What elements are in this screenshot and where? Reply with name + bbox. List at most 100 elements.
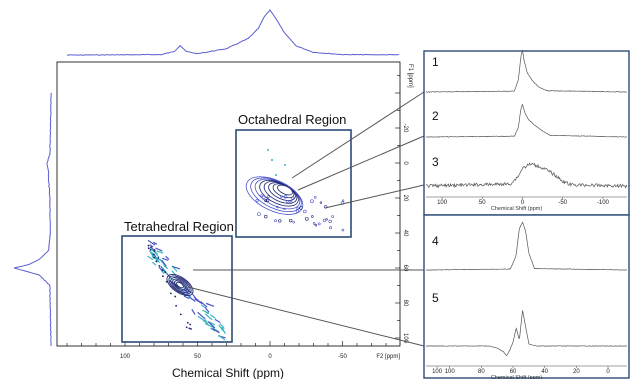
contour-point [157,257,160,259]
contour-point [274,219,277,223]
contour-line [176,281,184,289]
contour-point [164,271,167,274]
panel-number: 4 [432,234,439,248]
contour-point [289,200,293,204]
panel-tick-label: 0 [521,200,525,206]
panel-axis-title: Chemical Shift (ppm) [491,375,543,379]
contour-point [169,292,172,295]
contour-point [291,196,295,200]
contour-point [295,209,300,213]
contour-stroke [161,259,167,267]
f2-tick-label: 0 [268,354,272,360]
contour-point [271,159,273,161]
contour-line [174,280,186,290]
contour-stroke [153,241,158,245]
contour-point [295,206,299,210]
f1-tick-label: -20 [402,124,408,133]
contour-point [275,174,277,176]
contour-stroke [205,302,215,307]
contour-line [168,275,192,295]
contour-point [152,253,155,256]
tetrahedral-region-label: Tetrahedral Region [124,219,234,234]
f1-tick-label: 20 [402,195,408,202]
panel-tick-label: 100 [432,369,443,375]
contour-point [312,222,316,225]
panel-tick-label: -100 [597,200,610,206]
contour-point [292,221,295,224]
f1-tick-label: 0 [402,161,408,165]
contour-point [189,323,192,326]
contour-stroke [197,311,206,320]
contour-stroke [149,250,154,258]
f1-axis: -20 0 20 40 60 80 100 [395,75,408,344]
contour-point [153,250,156,253]
f2-tick-label: 50 [194,354,201,360]
contour-point [150,246,152,249]
f1-tick-label: 60 [402,265,408,272]
panel-tick-label: -50 [558,200,567,206]
contour-point [153,249,156,251]
contour-point [266,198,270,203]
f1-tick-label: 80 [402,300,408,307]
contour-stroke [147,255,154,261]
contour-stroke [214,318,221,324]
contour-stroke [211,327,220,334]
f2-tick-label: 100 [120,354,131,360]
contour-stroke [197,315,206,322]
f1-unit-label: F1 [ppm] [407,64,413,88]
panel-tick-label: 0 [606,369,610,375]
contour-stroke [162,267,169,275]
contour-point [261,195,266,200]
spectrum-trace-1 [425,49,627,93]
octahedral-region-label: Octahedral Region [238,112,346,127]
contour-stroke [204,306,210,313]
contour-point [260,194,263,197]
contour-point [284,164,286,166]
panel-number: 2 [432,109,439,123]
contour-point [283,207,286,211]
f2-tick-label: -50 [338,354,347,360]
contour-point [319,201,323,204]
panel-tick-label: 50 [479,200,486,206]
contour-point [255,199,259,203]
contour-stroke [218,324,225,332]
contour-point [341,228,345,232]
contour-point [147,244,150,247]
leader-line [297,135,425,191]
contour-stroke [194,298,203,305]
octahedral-spectra-panel [423,50,630,216]
contour-point [149,248,152,251]
octahedral-spectra-frame [423,50,630,216]
contour-stroke [191,309,196,315]
panel-tick-label: 100 [437,200,448,206]
contour-point [283,195,288,199]
contour-point [153,256,155,259]
contour-stroke [155,247,163,252]
leader-line [291,91,425,179]
contour-point [311,215,314,218]
contour-stroke [156,250,164,254]
contour-point [190,328,192,330]
contour-point [264,214,268,219]
contour-stroke [172,265,181,270]
f1-tick-label: 40 [402,230,408,237]
contour-point [280,195,283,199]
contour-point [162,275,164,278]
contour-stroke [162,257,169,262]
contour-stroke [149,244,154,248]
contour-point [329,226,333,230]
panel-tick-label: 20 [573,369,580,375]
contour-point [165,280,168,283]
contour-stroke [204,310,209,315]
f2-unit-label: F2 [ppm] [376,354,400,360]
contour-point [299,206,303,210]
contour-point [313,196,317,199]
contour-point [267,195,270,198]
leader-line [324,184,425,209]
contour-stroke [209,321,216,326]
spectrum-trace-4 [425,221,628,271]
contour-stroke [218,334,226,341]
contour-stroke [200,301,208,308]
tetrahedral-region-box [121,235,233,343]
panel-number: 3 [432,155,439,169]
